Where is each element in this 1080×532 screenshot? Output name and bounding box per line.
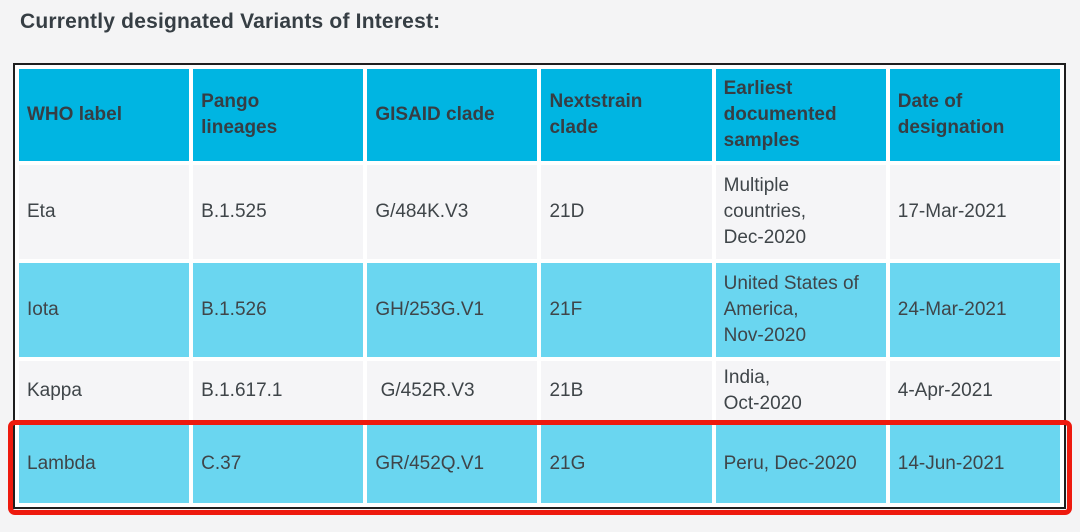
- header-cell-who-label: WHO label: [19, 69, 190, 161]
- cell-earliest-documented-samples: Multiple countries, Dec-2020: [715, 165, 886, 259]
- table-row-eta: Eta B.1.525 G/484K.V3 21D Multiple count…: [19, 165, 1060, 259]
- cell-gisaid-clade: GR/452Q.V1: [367, 425, 538, 503]
- cell-nextstrain-clade: 21F: [541, 263, 712, 357]
- cell-who-label: Kappa: [19, 361, 190, 421]
- cell-earliest-documented-samples: India, Oct-2020: [715, 361, 886, 421]
- cell-date-of-designation: 24-Mar-2021: [889, 263, 1060, 357]
- header-cell-pango-lineages: Pango lineages: [193, 69, 364, 161]
- table-row-iota: Iota B.1.526 GH/253G.V1 21F United State…: [19, 263, 1060, 357]
- cell-who-label: Eta: [19, 165, 190, 259]
- cell-pango-lineages: B.1.525: [193, 165, 364, 259]
- header-cell-date-of-designation: Date of designation: [889, 69, 1060, 161]
- cell-who-label: Lambda: [19, 425, 190, 503]
- cell-nextstrain-clade: 21D: [541, 165, 712, 259]
- header-cell-nextstrain-clade: Nextstrain clade: [541, 69, 712, 161]
- voi-table: WHO label Pango lineages GISAID clade Ne…: [13, 63, 1066, 509]
- table-row-lambda: Lambda C.37 GR/452Q.V1 21G Peru, Dec-202…: [19, 425, 1060, 503]
- header-row: WHO label Pango lineages GISAID clade Ne…: [19, 69, 1060, 161]
- cell-gisaid-clade: G/452R.V3: [367, 361, 538, 421]
- cell-pango-lineages: B.1.617.1: [193, 361, 364, 421]
- header-cell-gisaid-clade: GISAID clade: [367, 69, 538, 161]
- cell-pango-lineages: C.37: [193, 425, 364, 503]
- cell-date-of-designation: 17-Mar-2021: [889, 165, 1060, 259]
- voi-table-container: WHO label Pango lineages GISAID clade Ne…: [8, 63, 1072, 515]
- cell-nextstrain-clade: 21G: [541, 425, 712, 503]
- cell-gisaid-clade: G/484K.V3: [367, 165, 538, 259]
- header-cell-earliest-documented-samples: Earliest documented samples: [715, 69, 886, 161]
- page-title: Currently designated Variants of Interes…: [20, 10, 441, 33]
- cell-date-of-designation: 4-Apr-2021: [889, 361, 1060, 421]
- cell-nextstrain-clade: 21B: [541, 361, 712, 421]
- cell-gisaid-clade: GH/253G.V1: [367, 263, 538, 357]
- cell-pango-lineages: B.1.526: [193, 263, 364, 357]
- cell-earliest-documented-samples: United States of America, Nov-2020: [715, 263, 886, 357]
- table-row-kappa: Kappa B.1.617.1 G/452R.V3 21B India, Oct…: [19, 361, 1060, 421]
- cell-who-label: Iota: [19, 263, 190, 357]
- cell-date-of-designation: 14-Jun-2021: [889, 425, 1060, 503]
- cell-earliest-documented-samples: Peru, Dec-2020: [715, 425, 886, 503]
